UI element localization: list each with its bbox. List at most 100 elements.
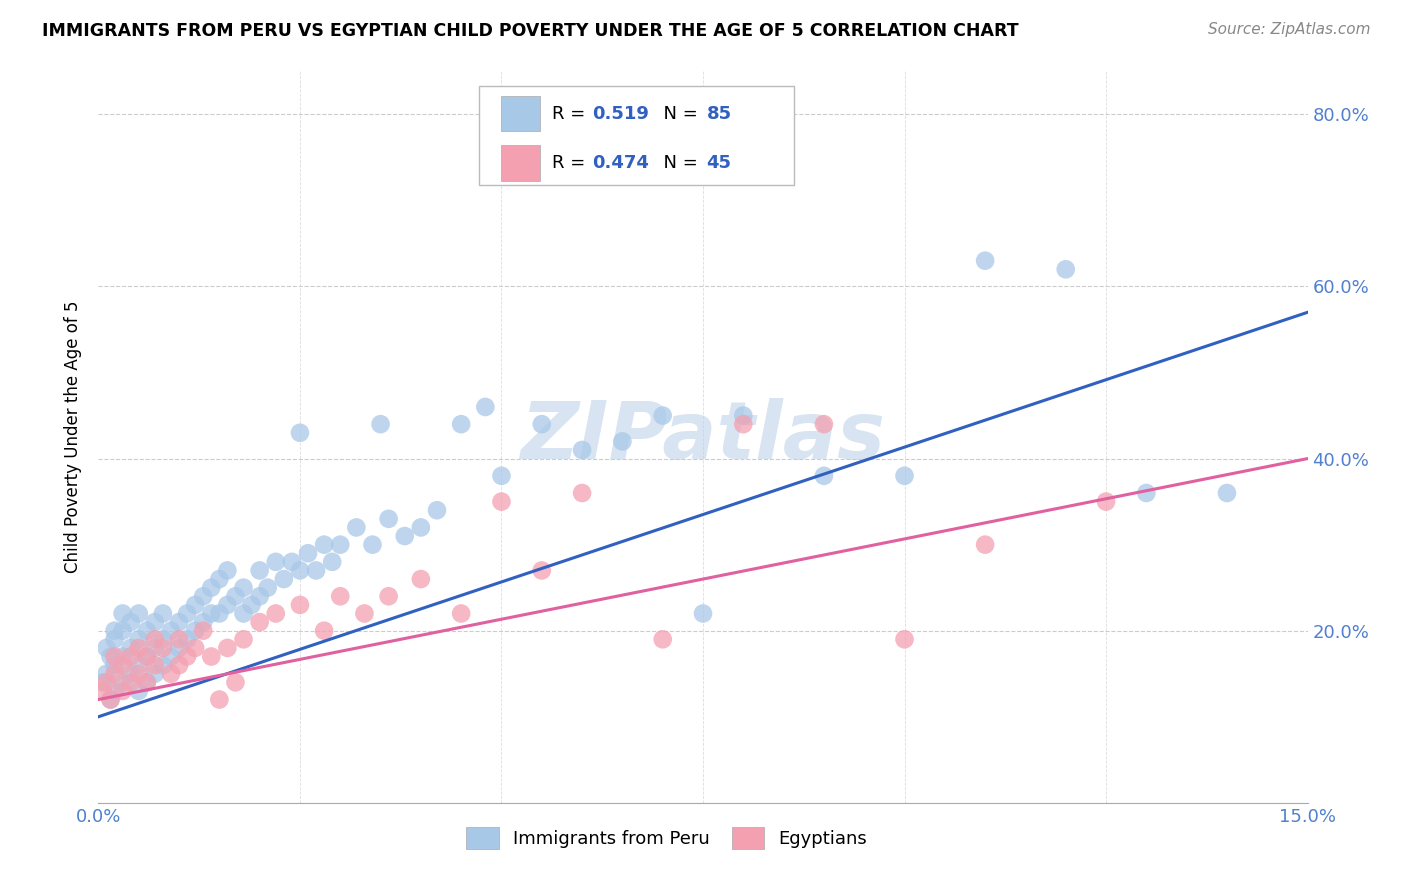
Legend: Immigrants from Peru, Egyptians: Immigrants from Peru, Egyptians	[467, 827, 868, 848]
Point	[100, 692, 122, 706]
Point	[111, 684, 134, 698]
Point	[256, 581, 278, 595]
Point	[103, 684, 125, 698]
Point	[128, 640, 150, 655]
Point	[813, 468, 835, 483]
Point	[111, 607, 134, 621]
Point	[281, 555, 304, 569]
Point	[128, 658, 150, 673]
Point	[128, 607, 150, 621]
Point	[152, 658, 174, 673]
Point	[103, 632, 125, 647]
Point	[530, 564, 553, 578]
Text: IMMIGRANTS FROM PERU VS EGYPTIAN CHILD POVERTY UNDER THE AGE OF 5 CORRELATION CH: IMMIGRANTS FROM PERU VS EGYPTIAN CHILD P…	[42, 22, 1019, 40]
Point	[135, 624, 157, 638]
Point	[103, 666, 125, 681]
Point	[135, 649, 157, 664]
Point	[264, 607, 287, 621]
Text: 0.474: 0.474	[592, 154, 648, 172]
Point	[1054, 262, 1077, 277]
Point	[120, 675, 142, 690]
Point	[288, 564, 311, 578]
Point	[232, 607, 254, 621]
Point	[103, 624, 125, 638]
Point	[176, 607, 198, 621]
Point	[409, 520, 432, 534]
Point	[450, 607, 472, 621]
Point	[160, 666, 183, 681]
Point	[167, 632, 190, 647]
Point	[208, 692, 231, 706]
Point	[240, 598, 263, 612]
Point	[111, 649, 134, 664]
Point	[314, 624, 336, 638]
Point	[394, 529, 416, 543]
Point	[612, 434, 634, 449]
Point	[491, 468, 513, 483]
Point	[426, 503, 449, 517]
Point	[143, 666, 166, 681]
Point	[974, 253, 997, 268]
Point	[167, 640, 190, 655]
Point	[370, 417, 392, 432]
Point	[143, 658, 166, 673]
Point	[111, 624, 134, 638]
Point	[167, 658, 190, 673]
FancyBboxPatch shape	[501, 96, 540, 131]
Point	[249, 564, 271, 578]
Text: R =: R =	[551, 154, 591, 172]
Point	[571, 486, 593, 500]
Point	[176, 649, 198, 664]
Point	[249, 589, 271, 603]
Point	[193, 624, 215, 638]
Point	[224, 589, 246, 603]
Point	[474, 400, 496, 414]
Point	[733, 417, 755, 432]
Point	[651, 409, 673, 423]
Point	[152, 607, 174, 621]
Point	[152, 640, 174, 655]
Point	[120, 649, 142, 664]
Point	[200, 649, 222, 664]
Point	[103, 649, 125, 664]
Point	[571, 168, 593, 182]
Point	[530, 417, 553, 432]
Point	[128, 684, 150, 698]
Point	[377, 589, 399, 603]
Point	[217, 640, 239, 655]
Point	[692, 607, 714, 621]
Point	[167, 615, 190, 629]
Point	[329, 589, 352, 603]
Point	[193, 589, 215, 603]
Point	[651, 632, 673, 647]
Point	[733, 409, 755, 423]
Point	[321, 555, 343, 569]
Point	[450, 417, 472, 432]
Point	[128, 632, 150, 647]
Point	[96, 666, 118, 681]
Point	[208, 572, 231, 586]
Point	[184, 624, 207, 638]
Text: ZIPatlas: ZIPatlas	[520, 398, 886, 476]
Point	[232, 581, 254, 595]
Point	[232, 632, 254, 647]
Text: N =: N =	[652, 154, 704, 172]
Point	[100, 692, 122, 706]
Point	[120, 615, 142, 629]
Point	[344, 520, 367, 534]
Point	[353, 607, 375, 621]
Text: Source: ZipAtlas.com: Source: ZipAtlas.com	[1208, 22, 1371, 37]
Point	[893, 632, 915, 647]
Point	[96, 640, 118, 655]
Point	[409, 572, 432, 586]
Point	[128, 666, 150, 681]
Point	[143, 615, 166, 629]
Point	[143, 640, 166, 655]
Point	[184, 640, 207, 655]
Point	[305, 564, 328, 578]
Point	[249, 615, 271, 629]
Text: 45: 45	[707, 154, 731, 172]
Point	[135, 649, 157, 664]
Point	[120, 640, 142, 655]
Point	[200, 581, 222, 595]
